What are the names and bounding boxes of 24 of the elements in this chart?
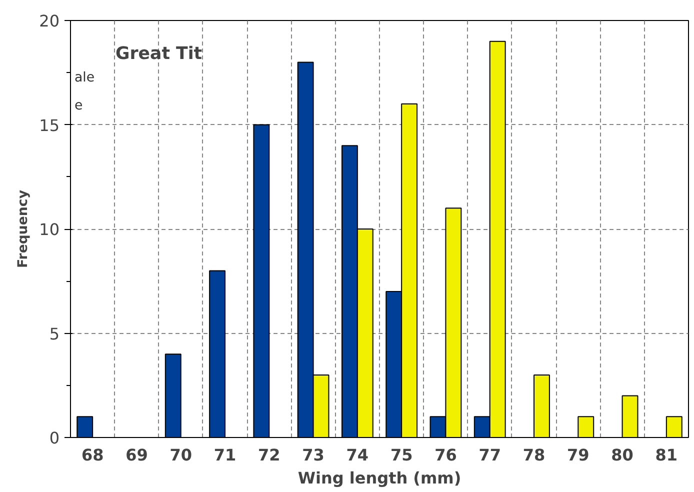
y-tick-label: 10 bbox=[39, 220, 60, 239]
annotation: ale bbox=[74, 70, 95, 86]
x-tick-label: 77 bbox=[478, 446, 501, 464]
x-tick-label: 74 bbox=[346, 446, 369, 464]
x-tick-label: 71 bbox=[214, 446, 236, 464]
y-tick-label: 5 bbox=[49, 324, 60, 344]
y-axis-title: Frequency bbox=[16, 190, 32, 268]
x-tick-label: 75 bbox=[390, 446, 413, 464]
x-tick-label: 78 bbox=[522, 446, 546, 464]
x-tick-label: 80 bbox=[611, 446, 634, 464]
x-tick-label: 73 bbox=[302, 446, 324, 464]
y-tick-label: 20 bbox=[39, 12, 60, 30]
y-tick-label: 0 bbox=[49, 428, 60, 448]
y-tick-label: 15 bbox=[39, 116, 60, 135]
x-tick-label: 70 bbox=[170, 446, 192, 464]
x-tick-label: 72 bbox=[258, 446, 280, 464]
x-tick-label: 68 bbox=[81, 446, 104, 464]
annotation: e bbox=[74, 98, 83, 114]
x-tick-label: 76 bbox=[434, 446, 457, 464]
text: Great Tit bbox=[116, 44, 202, 64]
x-tick-label: 81 bbox=[655, 446, 678, 464]
x-axis-title: Wing length (mm) bbox=[298, 468, 462, 488]
x-tick-label: 79 bbox=[567, 446, 590, 464]
x-tick-label: 69 bbox=[126, 446, 148, 464]
